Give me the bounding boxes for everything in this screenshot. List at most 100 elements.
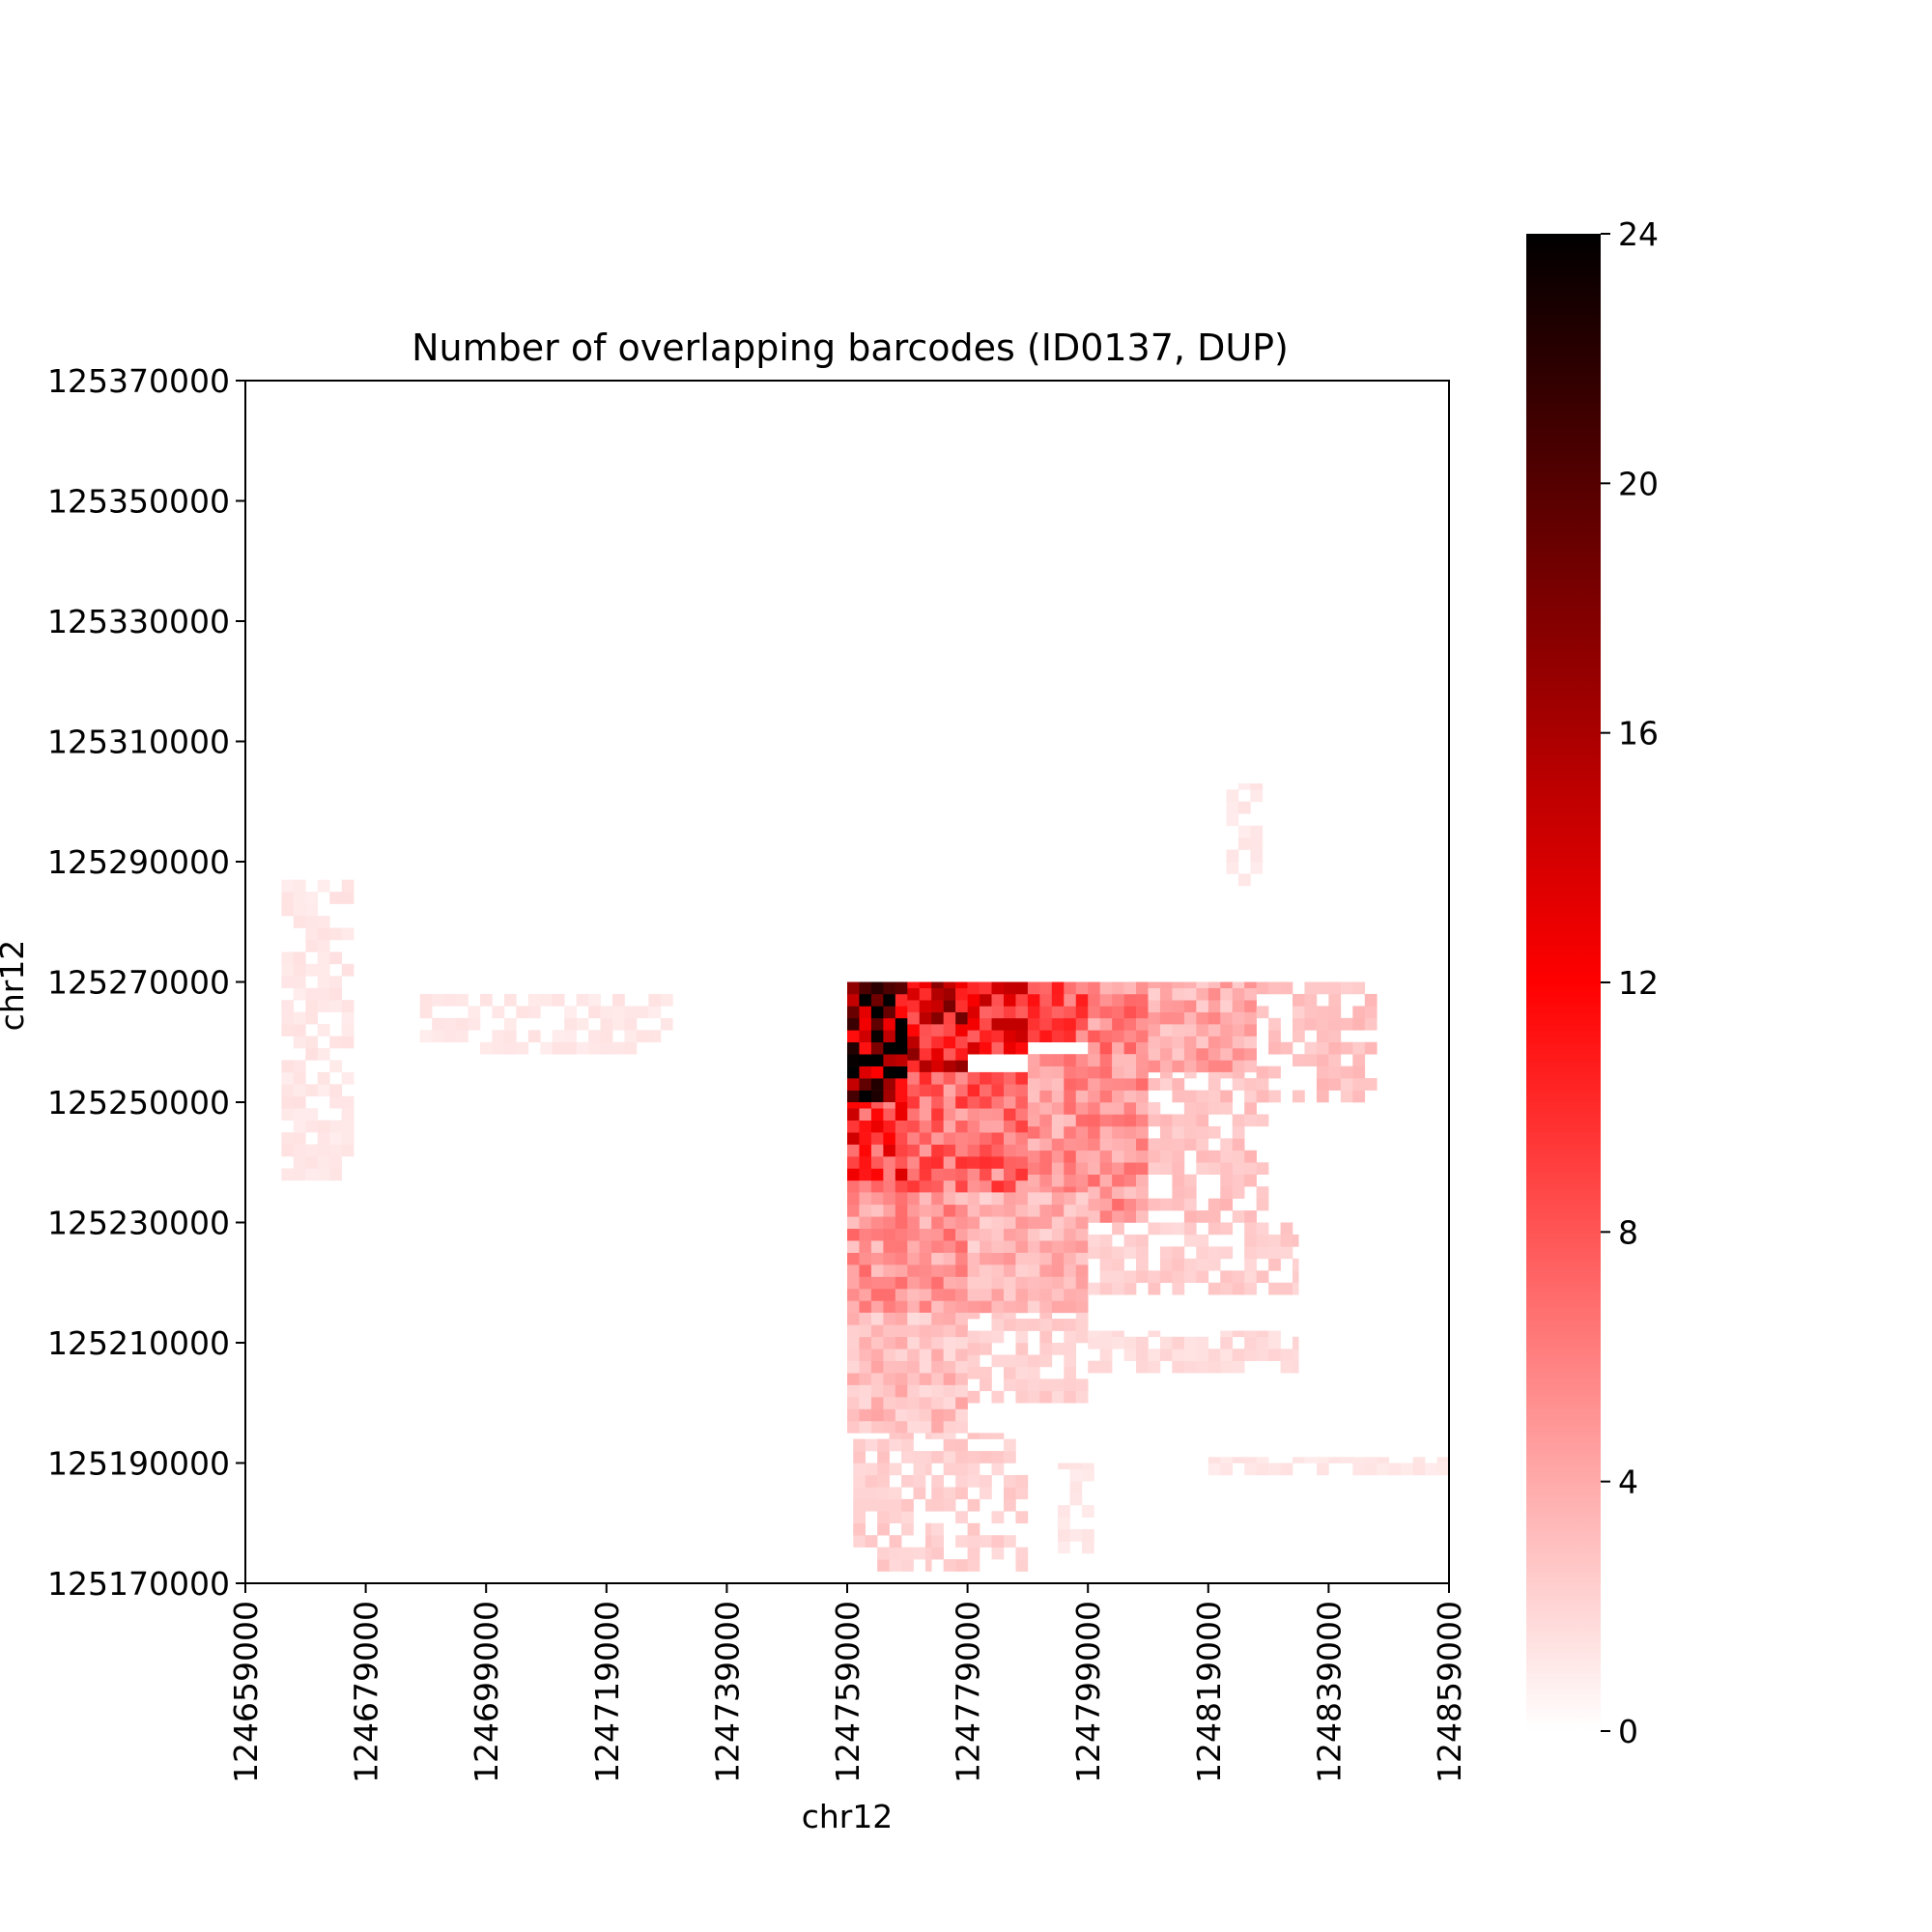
heatmap-cell bbox=[1003, 1030, 1016, 1043]
heatmap-cell bbox=[931, 1011, 944, 1025]
heatmap-cell bbox=[1099, 1360, 1113, 1374]
heatmap-cell bbox=[924, 1522, 932, 1536]
heatmap-cell bbox=[1208, 1457, 1221, 1463]
heatmap-cell bbox=[967, 1390, 980, 1404]
heatmap-cell bbox=[317, 916, 330, 928]
y-tick-label: 125190000 bbox=[47, 1445, 230, 1483]
heatmap-cell bbox=[1088, 1054, 1100, 1066]
heatmap-cell bbox=[991, 1156, 1005, 1169]
heatmap-cell bbox=[859, 1216, 872, 1230]
heatmap-cell bbox=[1208, 1463, 1221, 1476]
heatmap-cell bbox=[1364, 1078, 1378, 1091]
heatmap-cell bbox=[1316, 1030, 1329, 1043]
heatmap-cell bbox=[895, 993, 908, 1007]
heatmap-cell bbox=[1280, 1234, 1293, 1247]
heatmap-cell bbox=[1064, 1006, 1077, 1019]
colorbar-tick-label: 12 bbox=[1618, 964, 1659, 1002]
heatmap-cells bbox=[281, 783, 1450, 1572]
heatmap-cell bbox=[1123, 1210, 1137, 1223]
heatmap-cell bbox=[907, 1397, 921, 1409]
heatmap-cell bbox=[1183, 1024, 1197, 1037]
heatmap-cell bbox=[1293, 993, 1305, 1007]
heatmap-cell bbox=[883, 1030, 896, 1043]
heatmap-cell bbox=[1148, 1000, 1161, 1012]
heatmap-cell bbox=[967, 993, 980, 1007]
heatmap-cell bbox=[967, 1264, 980, 1277]
heatmap-cell bbox=[341, 927, 355, 941]
heatmap-cell bbox=[931, 1228, 944, 1241]
heatmap-cell bbox=[943, 1300, 956, 1314]
heatmap-cell bbox=[931, 1384, 944, 1398]
heatmap-cell bbox=[1268, 1065, 1281, 1079]
heatmap-cell bbox=[1208, 1282, 1221, 1295]
heatmap-cell bbox=[1064, 1162, 1077, 1175]
heatmap-cell bbox=[1196, 1090, 1209, 1103]
heatmap-cell bbox=[293, 1108, 306, 1121]
heatmap-cell bbox=[1183, 1102, 1197, 1115]
heatmap-cell bbox=[877, 1559, 890, 1572]
heatmap-cell bbox=[955, 1312, 968, 1325]
heatmap-cell bbox=[919, 1084, 932, 1097]
heatmap-cell bbox=[1208, 1125, 1221, 1139]
heatmap-cell bbox=[648, 993, 662, 1007]
heatmap-cell bbox=[540, 993, 554, 1007]
x-tick-label: 124819000 bbox=[1190, 1601, 1228, 1783]
heatmap-cell bbox=[1220, 1036, 1234, 1049]
heatmap-cell bbox=[1220, 1090, 1234, 1103]
heatmap-cell bbox=[1250, 789, 1264, 803]
heatmap-cell bbox=[853, 1511, 866, 1524]
heatmap-cell bbox=[895, 1132, 908, 1145]
heatmap-cell bbox=[1058, 1463, 1070, 1470]
heatmap-cell bbox=[859, 1156, 872, 1169]
heatmap-cell bbox=[883, 1252, 896, 1265]
heatmap-cell bbox=[527, 1006, 541, 1019]
heatmap-cell bbox=[1075, 1138, 1089, 1151]
heatmap-cell bbox=[943, 1240, 956, 1253]
heatmap-cell bbox=[1123, 1246, 1137, 1260]
heatmap-cell bbox=[317, 1144, 330, 1157]
heatmap-cell bbox=[1015, 1330, 1029, 1344]
heatmap-cell bbox=[600, 1017, 613, 1031]
heatmap-cell bbox=[1075, 1102, 1089, 1115]
heatmap-cell bbox=[870, 1240, 884, 1253]
heatmap-cell bbox=[1027, 1114, 1040, 1127]
heatmap-cell bbox=[943, 1336, 956, 1350]
heatmap-cell bbox=[931, 1179, 944, 1193]
heatmap-cell bbox=[877, 1511, 890, 1524]
heatmap-cell bbox=[341, 1132, 355, 1145]
heatmap-cell bbox=[1172, 1011, 1185, 1025]
heatmap-cell bbox=[432, 993, 444, 1007]
heatmap-cell bbox=[1015, 1300, 1029, 1314]
heatmap-cell bbox=[895, 1312, 908, 1325]
heatmap-cell bbox=[1064, 1078, 1077, 1091]
heatmap-cell bbox=[1232, 1349, 1245, 1361]
heatmap-cell bbox=[895, 1054, 908, 1066]
heatmap-cell bbox=[1196, 1024, 1209, 1037]
heatmap-cell bbox=[931, 1144, 944, 1157]
heatmap-cell bbox=[588, 1006, 601, 1019]
heatmap-cell bbox=[907, 1095, 921, 1109]
heatmap-cell bbox=[865, 1487, 878, 1500]
heatmap-cell bbox=[1148, 1036, 1161, 1049]
heatmap-cell bbox=[1220, 987, 1234, 1001]
heatmap-cell bbox=[907, 1168, 921, 1181]
heatmap-cell bbox=[1051, 1228, 1065, 1241]
heatmap-cell bbox=[895, 1336, 908, 1350]
heatmap-cell bbox=[955, 1036, 968, 1049]
heatmap-cell bbox=[980, 1378, 992, 1392]
heatmap-cell bbox=[1064, 1204, 1077, 1217]
heatmap-cell bbox=[1064, 1174, 1077, 1187]
heatmap-cell bbox=[883, 1420, 896, 1434]
heatmap-cell bbox=[1268, 1282, 1281, 1295]
heatmap-cell bbox=[1196, 1270, 1209, 1284]
heatmap-cell bbox=[1088, 1210, 1100, 1223]
heatmap-cell bbox=[1316, 1054, 1329, 1066]
heatmap-cell bbox=[859, 1336, 872, 1350]
heatmap-cell bbox=[931, 1336, 944, 1350]
heatmap-cell bbox=[1208, 1198, 1221, 1211]
heatmap-cell bbox=[1051, 1125, 1065, 1139]
heatmap-cell bbox=[1003, 1276, 1016, 1290]
heatmap-cell bbox=[1232, 1210, 1245, 1223]
heatmap-cell bbox=[503, 1017, 517, 1031]
heatmap-cell bbox=[1088, 1234, 1100, 1247]
